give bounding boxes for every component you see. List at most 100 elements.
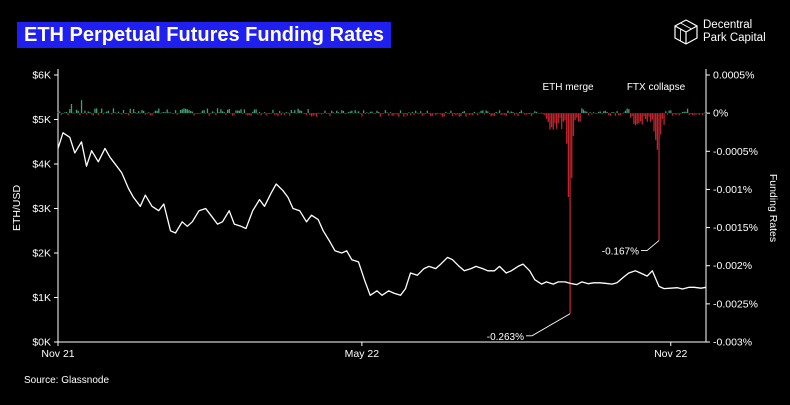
chart-title: ETH Perpetual Futures Funding Rates — [24, 23, 385, 46]
funding-bar — [458, 113, 460, 117]
funding-bar — [277, 113, 279, 116]
funding-bar — [186, 109, 188, 114]
brand-logo: Decentral Park Capital — [674, 19, 766, 45]
funding-bar — [171, 113, 173, 114]
funding-bar — [648, 113, 650, 117]
funding-bar — [589, 112, 591, 114]
funding-bar — [223, 112, 225, 114]
funding-bar — [614, 113, 617, 116]
funding-bar — [327, 113, 329, 115]
funding-bar — [566, 113, 568, 144]
funding-bar — [131, 113, 133, 114]
funding-bar — [144, 113, 146, 115]
funding-bar — [440, 113, 442, 115]
funding-bar — [497, 112, 499, 114]
funding-bar — [579, 113, 581, 122]
funding-bar — [184, 108, 187, 114]
funding-bar — [149, 113, 152, 116]
funding-bar — [247, 113, 249, 116]
funding-bar — [698, 113, 700, 115]
y2-tick-label: -0.0015% — [713, 222, 758, 234]
funding-bar — [453, 113, 455, 115]
funding-bar — [196, 113, 199, 114]
funding-bar — [592, 112, 595, 114]
funding-bar — [173, 113, 175, 115]
funding-bar — [379, 113, 382, 117]
funding-bar — [639, 113, 642, 122]
funding-bar — [623, 112, 625, 114]
funding-bar — [438, 113, 440, 114]
funding-bar — [644, 113, 647, 120]
funding-bar — [272, 109, 274, 114]
funding-bar — [671, 113, 674, 116]
funding-bar — [436, 113, 439, 115]
funding-bar — [260, 113, 262, 116]
funding-bar — [200, 112, 202, 114]
funding-bar — [75, 109, 78, 114]
funding-bar — [581, 108, 583, 114]
funding-bar — [74, 113, 76, 114]
y-tick-label: $6K — [32, 70, 51, 82]
funding-bar — [364, 113, 366, 114]
funding-bar — [104, 112, 106, 114]
funding-bar — [112, 108, 115, 114]
funding-bar — [166, 109, 168, 114]
funding-bar — [258, 112, 261, 114]
funding-bar — [262, 113, 264, 114]
funding-bar — [582, 109, 585, 114]
funding-bar — [79, 113, 81, 116]
x-tick-label: May 22 — [345, 348, 380, 360]
funding-bar — [371, 111, 373, 114]
funding-bar — [359, 113, 361, 114]
funding-bar — [634, 113, 637, 126]
funding-bar — [292, 112, 294, 114]
funding-bar — [143, 110, 145, 114]
funding-bar — [658, 113, 660, 241]
brand-name: Decentral Park Capital — [703, 19, 766, 45]
funding-bar — [653, 113, 655, 132]
funding-bar — [367, 113, 370, 115]
funding-bar — [683, 111, 685, 114]
funding-bar — [179, 109, 182, 114]
funding-bar — [253, 109, 256, 114]
funding-bar — [555, 113, 558, 129]
funding-bar — [398, 113, 400, 117]
funding-bar — [320, 113, 323, 115]
funding-bar — [661, 113, 664, 119]
funding-bar — [116, 113, 118, 115]
funding-bar — [349, 111, 351, 114]
funding-bar — [597, 111, 600, 114]
funding-bar — [151, 113, 153, 116]
y2-axis-title: Funding Rates — [767, 174, 779, 242]
funding-bar — [530, 113, 533, 117]
funding-bar — [198, 113, 200, 115]
funding-bar — [477, 113, 479, 116]
funding-bar — [670, 110, 672, 114]
funding-bar — [280, 113, 282, 116]
funding-bar — [252, 111, 254, 114]
funding-bar — [319, 113, 321, 114]
funding-bar — [401, 113, 403, 114]
funding-bar — [94, 108, 96, 114]
funding-bar — [425, 113, 427, 115]
funding-bar — [213, 112, 215, 114]
funding-bar — [114, 112, 116, 114]
funding-bar — [366, 112, 368, 114]
funding-bar — [268, 113, 271, 115]
funding-bar — [109, 113, 111, 114]
funding-bar — [106, 111, 108, 114]
funding-bar — [164, 112, 167, 114]
funding-bar — [624, 110, 627, 114]
funding-bar — [495, 111, 497, 114]
brand-line-2: Park Capital — [703, 32, 766, 44]
funding-bars — [57, 100, 707, 314]
funding-bar — [346, 113, 348, 114]
funding-bar — [285, 112, 288, 114]
funding-bar — [231, 113, 234, 116]
y-axis-title: ETH/USD — [11, 185, 23, 232]
funding-bar — [423, 113, 425, 115]
funding-bar — [329, 113, 331, 117]
funding-bar — [159, 113, 162, 114]
funding-bar — [505, 113, 507, 116]
x-tick-label: Nov 22 — [654, 348, 687, 360]
